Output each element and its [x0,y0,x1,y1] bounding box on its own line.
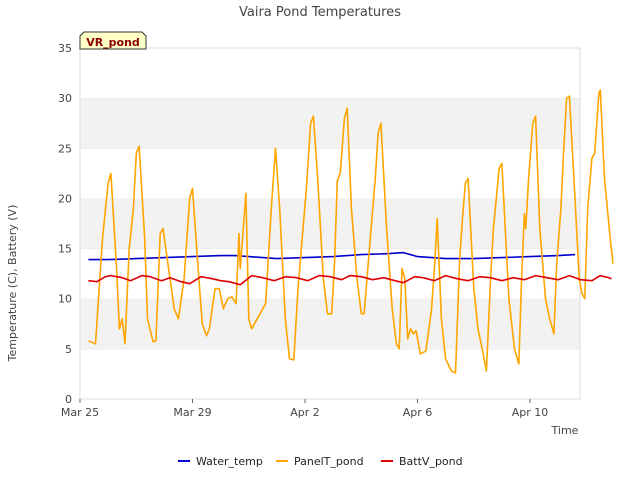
x-tick-label: Apr 6 [403,406,433,419]
x-tick-label: Mar 29 [173,406,211,419]
y-axis-title: Temperature (C), Battery (V) [6,205,19,363]
legend-label: BattV_pond [399,455,463,468]
y-axis: 0 5 10 15 20 25 30 35 [58,42,72,406]
grid-band [80,148,580,199]
series-line-battv-pond [88,274,612,286]
series-lines [88,89,614,374]
grid-band [80,198,580,249]
x-tick-label: Mar 25 [61,406,99,419]
y-tick-label: 5 [65,343,72,356]
y-tick-label: 20 [58,192,72,205]
station-badge: VR_pond [79,31,147,50]
y-tick-label: 0 [65,393,72,406]
x-axis-title: Time [551,424,579,437]
plot-frame [79,47,581,400]
series-line-panelt-pond [88,89,614,374]
y-tick-label: 25 [58,142,72,155]
y-tick-label: 15 [58,243,72,256]
x-tick-label: Apr 10 [512,406,549,419]
legend-label: PanelT_pond [294,455,364,468]
x-tick-label: Apr 2 [290,406,320,419]
legend-label: Water_temp [196,455,263,468]
y-tick-label: 35 [58,42,72,55]
badge-box [79,31,147,50]
grid-band [80,298,580,349]
badge-label: VR_pond [86,36,140,49]
y-tick-label: 10 [58,293,72,306]
x-axis: Mar 25 Mar 29 Apr 2 Apr 6 Apr 10 [61,399,548,419]
grid-band [80,48,580,99]
grid-band [80,98,580,149]
chart-title: Vaira Pond Temperatures [239,5,401,20]
grid-band [80,348,580,399]
y-tick-label: 30 [58,92,72,105]
legend: Water_temp PanelT_pond BattV_pond [178,455,463,468]
